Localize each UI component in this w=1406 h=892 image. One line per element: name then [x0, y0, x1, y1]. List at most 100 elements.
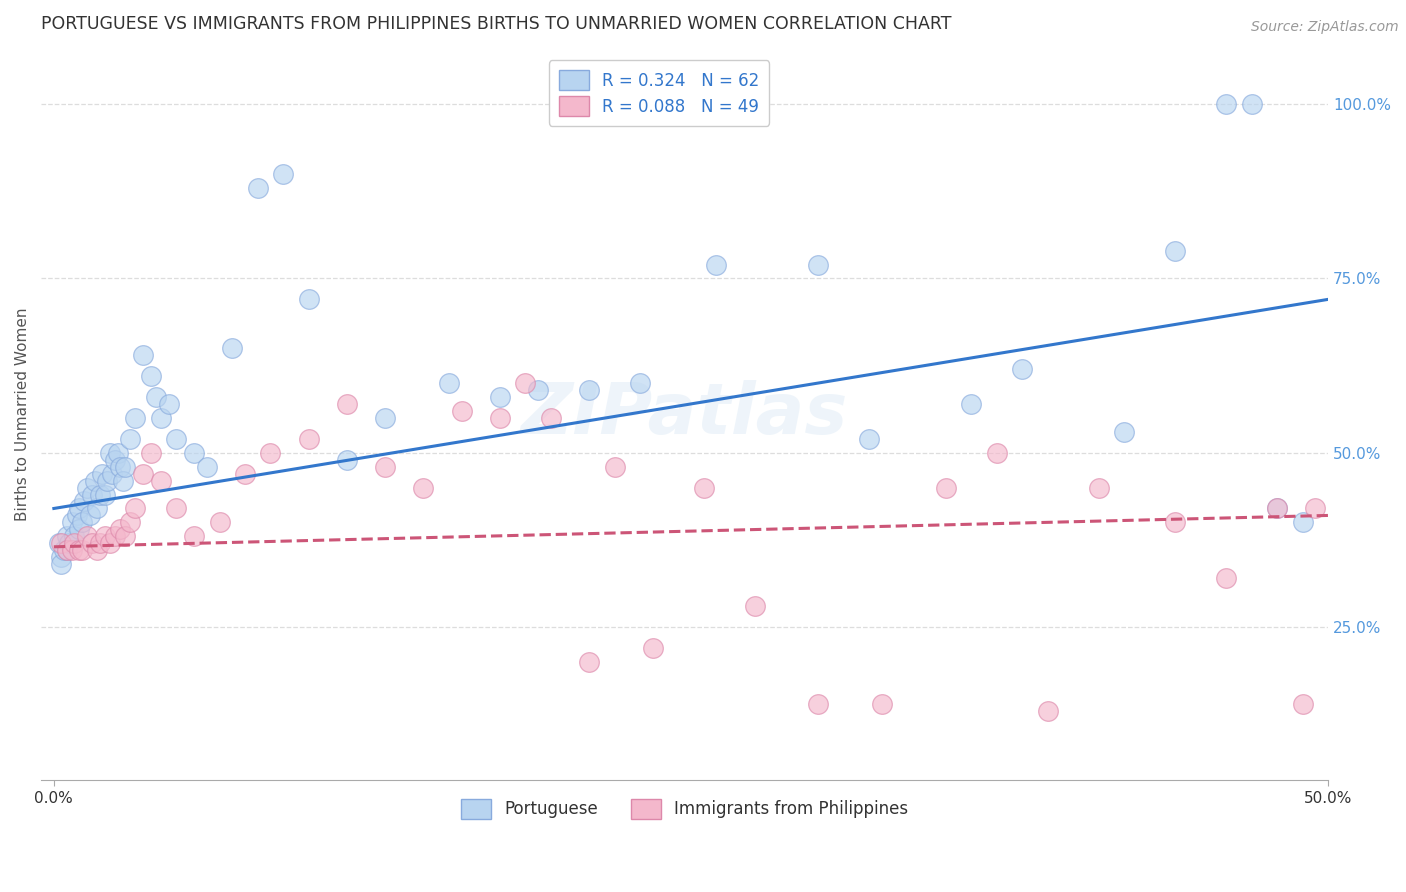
Point — [67, 501, 90, 516]
Point — [55, 543, 77, 558]
Point — [960, 397, 983, 411]
Point — [66, 508, 89, 523]
Point — [80, 487, 103, 501]
Point — [67, 543, 90, 558]
Point — [1215, 571, 1237, 585]
Point — [489, 390, 512, 404]
Point — [104, 452, 127, 467]
Point — [1265, 501, 1288, 516]
Point — [53, 543, 76, 558]
Point — [195, 459, 218, 474]
Point — [76, 481, 98, 495]
Point — [139, 369, 162, 384]
Point — [111, 474, 134, 488]
Point — [1305, 501, 1327, 516]
Point — [157, 397, 180, 411]
Point — [1240, 97, 1263, 112]
Point — [336, 452, 359, 467]
Point — [104, 529, 127, 543]
Point — [858, 432, 880, 446]
Point — [807, 258, 830, 272]
Point — [578, 655, 600, 669]
Point — [1114, 425, 1136, 439]
Point — [83, 474, 105, 488]
Point — [208, 516, 231, 530]
Point — [233, 467, 256, 481]
Point — [132, 348, 155, 362]
Point — [1215, 97, 1237, 112]
Point — [693, 481, 716, 495]
Point — [1164, 244, 1187, 258]
Point — [48, 536, 70, 550]
Point — [578, 383, 600, 397]
Point — [165, 501, 187, 516]
Point — [124, 410, 146, 425]
Point — [51, 536, 73, 550]
Point — [374, 410, 396, 425]
Point — [870, 697, 893, 711]
Point — [336, 397, 359, 411]
Point — [1087, 481, 1109, 495]
Point — [76, 529, 98, 543]
Point — [183, 446, 205, 460]
Point — [986, 446, 1008, 460]
Point — [67, 522, 90, 536]
Point — [120, 516, 142, 530]
Point — [165, 432, 187, 446]
Point — [70, 543, 93, 558]
Point — [1291, 697, 1313, 711]
Point — [89, 536, 111, 550]
Point — [96, 474, 118, 488]
Point — [450, 404, 472, 418]
Text: Source: ZipAtlas.com: Source: ZipAtlas.com — [1251, 20, 1399, 34]
Point — [149, 410, 172, 425]
Point — [107, 446, 129, 460]
Point — [70, 516, 93, 530]
Point — [1036, 704, 1059, 718]
Point — [55, 529, 77, 543]
Point — [63, 529, 86, 543]
Point — [51, 550, 73, 565]
Point — [221, 341, 243, 355]
Point — [603, 459, 626, 474]
Point — [51, 558, 73, 572]
Point — [98, 536, 121, 550]
Point — [89, 487, 111, 501]
Point — [412, 481, 434, 495]
Point — [114, 459, 136, 474]
Point — [132, 467, 155, 481]
Point — [1011, 362, 1033, 376]
Point — [298, 293, 321, 307]
Point — [706, 258, 728, 272]
Text: PORTUGUESE VS IMMIGRANTS FROM PHILIPPINES BIRTHS TO UNMARRIED WOMEN CORRELATION : PORTUGUESE VS IMMIGRANTS FROM PHILIPPINE… — [41, 15, 952, 33]
Point — [79, 508, 101, 523]
Point — [183, 529, 205, 543]
Point — [1291, 516, 1313, 530]
Point — [114, 529, 136, 543]
Point — [1265, 501, 1288, 516]
Point — [101, 467, 124, 481]
Point — [86, 501, 108, 516]
Point — [259, 446, 281, 460]
Point — [437, 376, 460, 390]
Point — [63, 536, 86, 550]
Point — [80, 536, 103, 550]
Point — [108, 459, 131, 474]
Point — [641, 640, 664, 655]
Point — [540, 410, 562, 425]
Point — [271, 167, 294, 181]
Point — [374, 459, 396, 474]
Point — [527, 383, 550, 397]
Point — [86, 543, 108, 558]
Point — [55, 543, 77, 558]
Point — [807, 697, 830, 711]
Point — [60, 543, 83, 558]
Point — [935, 481, 957, 495]
Point — [94, 487, 117, 501]
Text: ZIPatlas: ZIPatlas — [522, 380, 848, 449]
Point — [628, 376, 651, 390]
Point — [58, 536, 80, 550]
Point — [149, 474, 172, 488]
Point — [124, 501, 146, 516]
Point — [246, 181, 269, 195]
